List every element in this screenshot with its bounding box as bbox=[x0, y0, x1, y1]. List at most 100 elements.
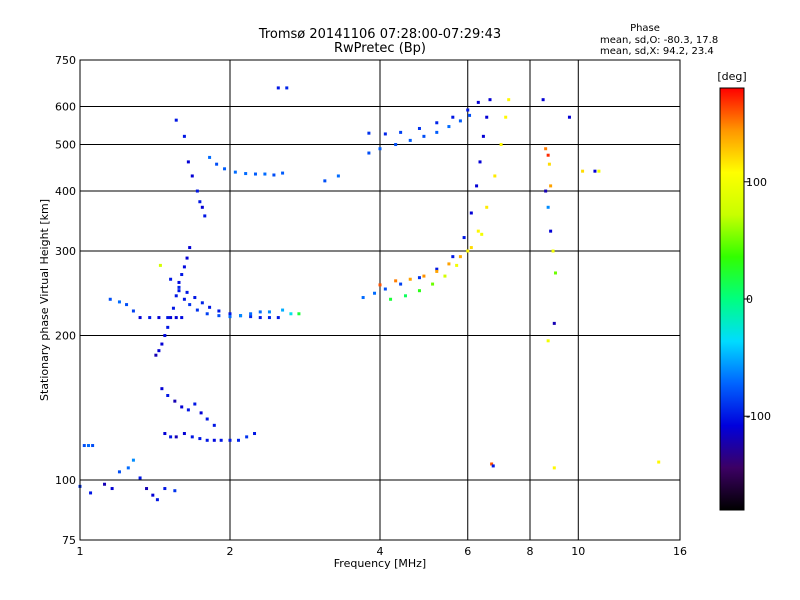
colorbar-label: [deg] bbox=[717, 70, 746, 83]
data-point bbox=[551, 249, 555, 253]
data-point bbox=[182, 134, 186, 138]
data-point bbox=[199, 411, 203, 415]
data-point bbox=[276, 316, 280, 320]
colorbar-tick-label: -100 bbox=[746, 410, 771, 423]
data-point bbox=[244, 172, 248, 176]
x-tick-label: 8 bbox=[527, 545, 534, 558]
data-point bbox=[657, 460, 661, 464]
data-point bbox=[157, 349, 161, 353]
data-point bbox=[163, 334, 167, 338]
data-point bbox=[185, 290, 189, 294]
data-point bbox=[169, 435, 173, 439]
data-point bbox=[297, 312, 301, 316]
data-point bbox=[504, 115, 508, 119]
data-point bbox=[185, 256, 189, 260]
data-point bbox=[451, 115, 455, 119]
data-point bbox=[188, 246, 192, 250]
data-point bbox=[205, 312, 209, 316]
data-point bbox=[253, 172, 257, 176]
data-point bbox=[373, 291, 377, 295]
data-point bbox=[219, 438, 223, 442]
data-point bbox=[193, 296, 197, 300]
data-point bbox=[160, 342, 164, 346]
data-point bbox=[228, 315, 232, 319]
data-point bbox=[180, 316, 184, 320]
data-point bbox=[546, 205, 550, 209]
data-point bbox=[166, 325, 170, 329]
data-point bbox=[399, 130, 403, 134]
data-point bbox=[91, 444, 95, 448]
data-point bbox=[481, 134, 485, 138]
data-point bbox=[469, 211, 473, 215]
data-point bbox=[447, 262, 451, 266]
data-point bbox=[171, 306, 175, 310]
colorbar bbox=[719, 87, 745, 511]
data-point bbox=[198, 437, 202, 441]
data-point bbox=[417, 276, 421, 280]
data-point bbox=[549, 229, 553, 233]
colorbar-ticks: -100 0 100 bbox=[744, 176, 771, 423]
data-point bbox=[549, 184, 553, 188]
data-point bbox=[447, 125, 451, 129]
data-point bbox=[541, 98, 545, 102]
y-tick-label: 500 bbox=[55, 139, 76, 152]
data-point bbox=[217, 314, 221, 318]
data-point bbox=[417, 289, 421, 293]
data-point bbox=[367, 131, 371, 135]
data-point bbox=[215, 162, 219, 166]
data-point bbox=[455, 263, 459, 267]
data-point bbox=[435, 121, 439, 125]
data-point bbox=[466, 108, 470, 112]
grid-lines bbox=[80, 60, 680, 540]
data-point bbox=[276, 86, 280, 90]
data-point bbox=[169, 277, 173, 281]
data-point bbox=[131, 309, 135, 313]
data-point bbox=[233, 170, 237, 174]
data-point bbox=[160, 387, 164, 391]
stats-x-mode: mean, sd,X: 94.2, 23.4 bbox=[600, 46, 714, 57]
data-point bbox=[476, 100, 480, 104]
x-tick-label: 6 bbox=[464, 545, 471, 558]
data-point bbox=[272, 173, 276, 177]
y-tick-label: 600 bbox=[55, 101, 76, 114]
x-tick-label: 16 bbox=[673, 545, 687, 558]
data-point bbox=[155, 498, 159, 502]
data-point bbox=[493, 174, 497, 178]
x-axis-label: Frequency [MHz] bbox=[334, 557, 426, 570]
data-point bbox=[205, 417, 209, 421]
data-point bbox=[157, 316, 161, 320]
data-point bbox=[466, 249, 470, 253]
data-point bbox=[552, 466, 556, 470]
y-tick-label: 300 bbox=[55, 245, 76, 258]
data-point bbox=[174, 435, 178, 439]
data-point bbox=[361, 296, 365, 300]
data-point bbox=[289, 312, 293, 316]
data-point bbox=[462, 236, 466, 240]
data-point bbox=[597, 169, 601, 173]
data-point bbox=[323, 179, 327, 183]
data-point bbox=[458, 119, 462, 123]
data-point bbox=[403, 294, 407, 298]
data-point bbox=[108, 297, 112, 301]
data-point bbox=[186, 160, 190, 164]
data-point bbox=[148, 316, 152, 320]
data-point bbox=[190, 174, 194, 178]
stats-o-mode: mean, sd,O: -80.3, 17.8 bbox=[600, 35, 718, 46]
stats-header: Phase bbox=[630, 23, 660, 34]
data-point bbox=[174, 294, 178, 298]
data-point bbox=[336, 174, 340, 178]
data-point bbox=[468, 113, 472, 117]
data-point bbox=[475, 184, 479, 188]
colorbar-tick-label: 100 bbox=[746, 176, 767, 189]
data-point bbox=[443, 274, 447, 278]
data-point bbox=[236, 438, 240, 442]
data-point bbox=[435, 130, 439, 134]
data-point bbox=[174, 118, 178, 122]
data-point bbox=[163, 487, 167, 491]
data-point bbox=[138, 476, 142, 480]
x-tick-label: 2 bbox=[227, 545, 234, 558]
data-point bbox=[394, 143, 398, 147]
data-point bbox=[198, 200, 202, 204]
data-point bbox=[117, 470, 121, 474]
